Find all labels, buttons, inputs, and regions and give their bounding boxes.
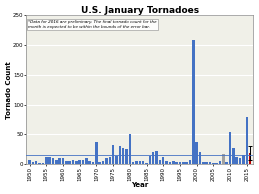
Bar [175,163,178,164]
Bar [65,161,68,164]
X-axis label: Year: Year [131,182,148,188]
Bar [195,142,198,164]
Bar [159,159,161,164]
Bar [112,145,114,164]
Bar [232,148,235,164]
Bar [145,163,148,164]
Bar [132,163,134,164]
Bar [68,161,71,164]
Bar [109,157,111,164]
Bar [58,158,61,164]
Bar [249,153,251,164]
Bar [85,158,88,164]
Bar [128,134,131,164]
Bar [125,149,128,164]
Bar [135,161,138,164]
Bar [182,163,184,164]
Bar [192,40,195,164]
Bar [75,161,78,164]
Bar [229,132,231,164]
Bar [202,163,205,164]
Bar [246,117,248,164]
Bar [242,155,245,164]
Bar [105,158,108,164]
Bar [185,162,188,164]
Bar [225,163,228,164]
Bar [95,142,98,164]
Bar [38,163,41,164]
Y-axis label: Tornado Count: Tornado Count [5,61,12,119]
Bar [48,157,51,164]
Bar [52,158,54,164]
Bar [169,163,171,164]
Bar [165,161,168,164]
Bar [149,156,151,164]
Bar [32,163,34,164]
Bar [209,163,211,164]
Bar [155,151,158,164]
Bar [189,159,191,164]
Bar [122,148,124,164]
Title: U.S. January Tornadoes: U.S. January Tornadoes [81,6,199,15]
Bar [92,162,94,164]
Bar [235,157,238,164]
Bar [222,154,225,164]
Text: *Data for 2016 are preliminary. The final tornado count for the
month is expecte: *Data for 2016 are preliminary. The fina… [28,20,157,29]
Bar [205,163,208,164]
Bar [199,152,201,164]
Bar [212,163,215,164]
Bar [119,146,121,164]
Bar [98,163,101,164]
Bar [139,161,141,164]
Bar [102,161,104,164]
Bar [78,159,81,164]
Bar [42,163,44,164]
Bar [55,159,57,164]
Bar [28,160,31,164]
Bar [45,157,47,164]
Bar [239,158,241,164]
Bar [179,162,181,164]
Bar [162,157,164,164]
Bar [215,163,218,164]
Bar [152,152,154,164]
Bar [35,161,38,164]
Bar [62,158,64,164]
Bar [89,161,91,164]
Bar [72,159,74,164]
Bar [172,161,175,164]
Bar [115,156,118,164]
Bar [142,161,145,164]
Bar [219,161,221,164]
Bar [82,159,84,164]
